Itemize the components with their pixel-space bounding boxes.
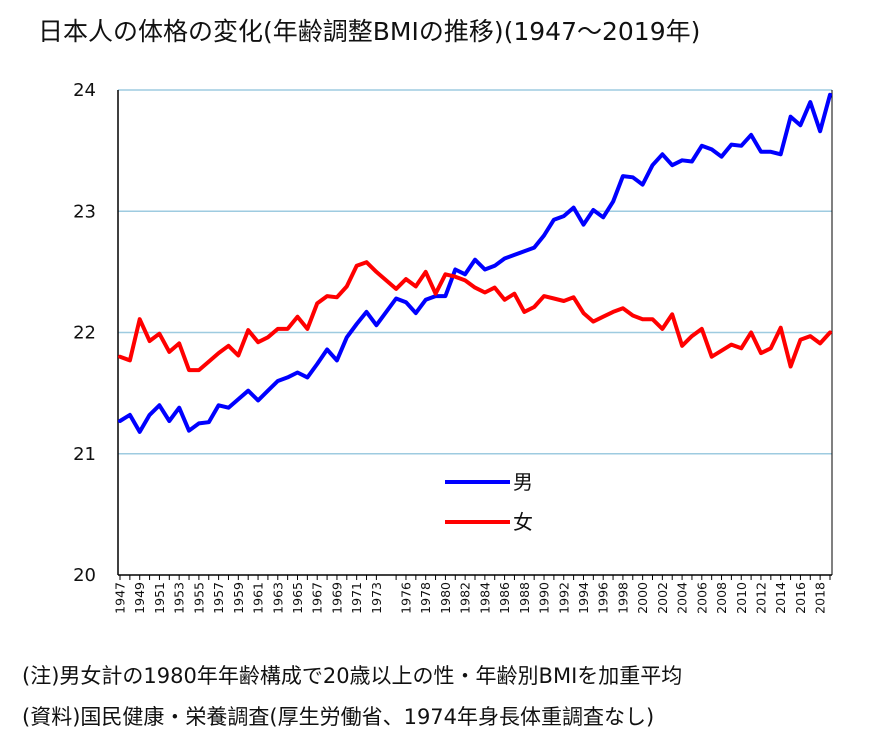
x-tick-label: 1955 [191,582,206,614]
footnote-source: (資料)国民健康・栄養調査(厚生労働省、1974年身長体重調査なし) [22,705,655,729]
x-tick-label: 2006 [694,582,709,614]
series-line-male [118,92,832,434]
x-tick-label: 1959 [231,582,246,614]
x-tick-label: 1980 [438,582,453,614]
x-tick-label: 1994 [576,582,591,614]
x-tick-label: 1978 [418,582,433,614]
x-tick-label: 1957 [211,582,226,614]
legend-label-female: 女 [513,510,533,534]
x-tick-label: 2018 [813,582,828,614]
x-tick-label: 1949 [132,582,147,614]
series-lines [118,92,832,434]
x-tick-label: 2008 [714,582,729,614]
chart-title: 日本人の体格の変化(年齢調整BMIの推移)(1947〜2019年) [38,17,701,46]
y-tick-label: 21 [73,444,96,465]
legend-label-male: 男 [513,470,533,494]
y-tick-label: 23 [73,201,96,222]
x-tick-label: 1976 [398,582,413,614]
x-tick-label: 1963 [270,582,285,614]
x-tick-label: 2002 [655,582,670,614]
axes [117,90,833,580]
series-line-female [118,260,832,373]
x-tick-label: 1951 [152,582,167,614]
legend: 男女 [445,470,533,534]
x-tick-label: 1998 [615,582,630,614]
y-axis-ticks: 20 21 22 23 24 [73,80,96,586]
footnote-note: (注)男女計の1980年年齢構成で20歳以上の性・年齢別BMIを加重平均 [22,664,683,688]
x-tick-label: 1969 [329,582,344,614]
y-tick-label: 24 [73,80,96,101]
x-axis-ticks: 1947 1949 1951 1953 1955 1957 1959 1961 1963 1965… [113,582,828,614]
x-tick-label: 1984 [477,582,492,614]
y-tick-label: 20 [73,565,96,586]
x-tick-label: 1953 [172,582,187,614]
x-tick-label: 1947 [113,582,128,614]
x-tick-label: 2012 [753,582,768,614]
x-tick-label: 1992 [556,582,571,614]
x-tick-label: 1982 [458,582,473,614]
x-tick-label: 1996 [596,582,611,614]
x-tick-label: 1990 [537,582,552,614]
x-tick-label: 1986 [497,582,512,614]
x-tick-label: 1973 [369,582,384,614]
y-tick-label: 22 [73,323,96,344]
x-tick-label: 1967 [310,582,325,614]
x-tick-label: 1988 [517,582,532,614]
x-tick-label: 2010 [734,582,749,614]
x-tick-label: 2016 [793,582,808,614]
grid-lines [118,89,832,455]
x-tick-label: 1971 [349,582,364,614]
x-tick-label: 2000 [635,582,650,614]
x-tick-label: 1961 [251,582,266,614]
x-tick-label: 2014 [773,582,788,614]
x-tick-label: 1965 [290,582,305,614]
x-tick-label: 2004 [675,582,690,614]
